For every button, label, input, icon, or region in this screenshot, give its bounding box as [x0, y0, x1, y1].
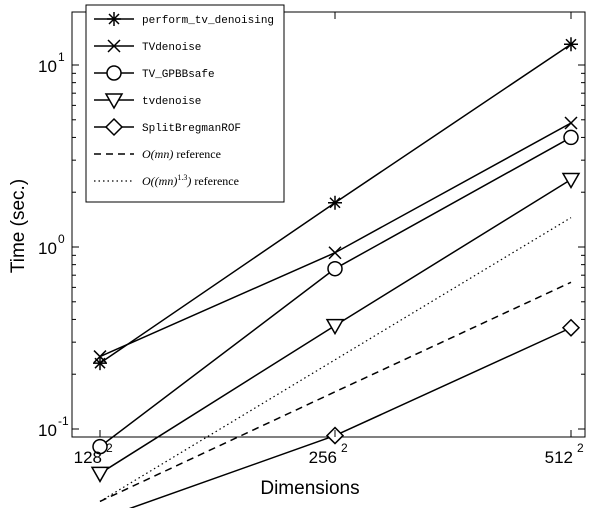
legend-item: TVdenoise [94, 39, 201, 54]
marker-triangle-down [325, 318, 345, 336]
y-tick-label-exp: -1 [58, 414, 69, 428]
series-line [99, 217, 572, 502]
marker-triangle-down [104, 93, 124, 110]
y-tick-label: 10 [38, 57, 57, 76]
x-tick-label: 128 [74, 448, 102, 467]
x-tick-label: 512 [545, 448, 573, 467]
series-layer [90, 37, 581, 508]
series-tvdenoise [90, 172, 581, 483]
marker-x [564, 116, 578, 130]
legend-label: TVdenoise [142, 42, 201, 54]
marker-x [107, 39, 121, 53]
legend-label: perform_tv_denoising [142, 15, 274, 27]
series-o-mn-reference [99, 281, 572, 503]
marker-triangle-down [561, 172, 581, 189]
y-axis-label: Time (sec.) [8, 179, 29, 273]
marker-x [328, 246, 342, 260]
series-tvdenoise [93, 116, 578, 364]
marker-diamond [104, 117, 124, 137]
x-tick-label-exp: 2 [106, 441, 113, 455]
y-tick-label: 10 [38, 421, 57, 440]
legend-box [85, 4, 285, 203]
legend: perform_tv_denoising TVdenoise TV_GPBBsafe… [85, 4, 285, 203]
x-axis-label: Dimensions [260, 478, 359, 499]
x-tick-label-exp: 2 [341, 441, 348, 455]
marker-circle [327, 260, 343, 277]
marker-asterisk [93, 356, 107, 371]
legend-label: O((mn)1.3) reference [142, 173, 239, 188]
y-tick-label-exp: 0 [58, 232, 65, 246]
legend-item: perform_tv_denoising [94, 12, 274, 27]
marker-circle [92, 438, 108, 455]
marker-asterisk [328, 195, 342, 210]
legend-item: O((mn)1.3) reference [94, 173, 239, 188]
y-tick-label: 10 [38, 239, 57, 258]
series-o-mn-1-3-reference [99, 217, 572, 502]
legend-item: tvdenoise [94, 93, 201, 110]
legend-label: TV_GPBBsafe [142, 69, 215, 81]
legend-label: SplitBregmanROF [142, 123, 241, 135]
legend-item: TV_GPBBsafe [94, 65, 215, 81]
series-line [99, 281, 572, 503]
series-tv-gpbbsafe [92, 129, 579, 455]
marker-asterisk [107, 12, 121, 26]
marker-triangle-down [90, 466, 110, 483]
legend-label: O(mn) reference [142, 147, 221, 161]
legend-item: SplitBregmanROF [94, 117, 241, 137]
marker-circle [106, 65, 122, 81]
marker-x [93, 350, 107, 364]
x-tick-label-exp: 2 [577, 441, 584, 455]
legend-label: tvdenoise [142, 96, 201, 108]
marker-circle [563, 129, 579, 146]
y-tick-label-exp: 1 [58, 50, 65, 64]
marker-diamond [561, 318, 581, 337]
x-tick-label: 256 [309, 448, 337, 467]
marker-asterisk [564, 37, 578, 52]
legend-item: O(mn) reference [94, 147, 221, 161]
